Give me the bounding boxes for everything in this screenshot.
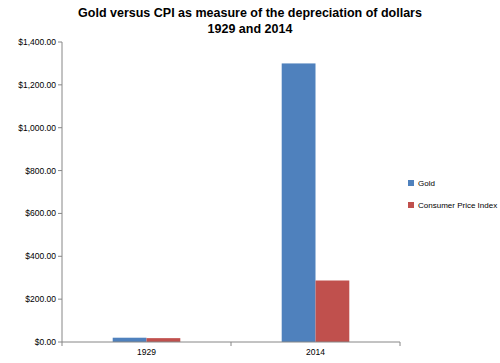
y-tick	[58, 127, 62, 128]
y-tick-label: $1,200.00	[18, 80, 56, 90]
y-tick	[58, 42, 62, 43]
bar	[113, 338, 147, 342]
y-tick	[58, 170, 62, 171]
title: Gold versus CPI as measure of the deprec…	[78, 6, 422, 20]
y-tick-label: $0.00	[35, 337, 57, 347]
bar	[316, 281, 350, 343]
y-tick-label: $600.00	[25, 208, 56, 218]
y-tick-label: $800.00	[25, 166, 56, 176]
y-axis	[62, 42, 63, 342]
chart-container: Gold versus CPI as measure of the deprec…	[0, 0, 500, 363]
y-tick-label: $1,000.00	[18, 123, 56, 133]
legend-swatch	[408, 202, 414, 208]
legend-swatch	[408, 180, 414, 186]
x-tick-label: 2014	[306, 347, 325, 357]
y-tick-label: $400.00	[25, 251, 56, 261]
y-tick-label: $200.00	[25, 294, 56, 304]
background	[0, 0, 500, 363]
subtitle: 1929 and 2014	[208, 22, 293, 36]
y-tick	[58, 213, 62, 214]
legend-label: Gold	[418, 179, 435, 188]
chart: Gold versus CPI as measure of the deprec…	[0, 0, 500, 363]
y-tick-label: $1,400.00	[18, 37, 56, 47]
bar	[282, 63, 316, 342]
y-tick	[58, 342, 62, 343]
bars	[113, 63, 350, 342]
x-tick	[231, 342, 232, 346]
x-tick	[400, 342, 401, 346]
y-tick	[58, 299, 62, 300]
x-tick-label: 1929	[137, 347, 156, 357]
legend-label: Consumer Price Index	[418, 201, 497, 210]
bar	[147, 338, 181, 342]
x-tick	[62, 342, 63, 346]
y-tick	[58, 84, 62, 85]
y-tick	[58, 256, 62, 257]
